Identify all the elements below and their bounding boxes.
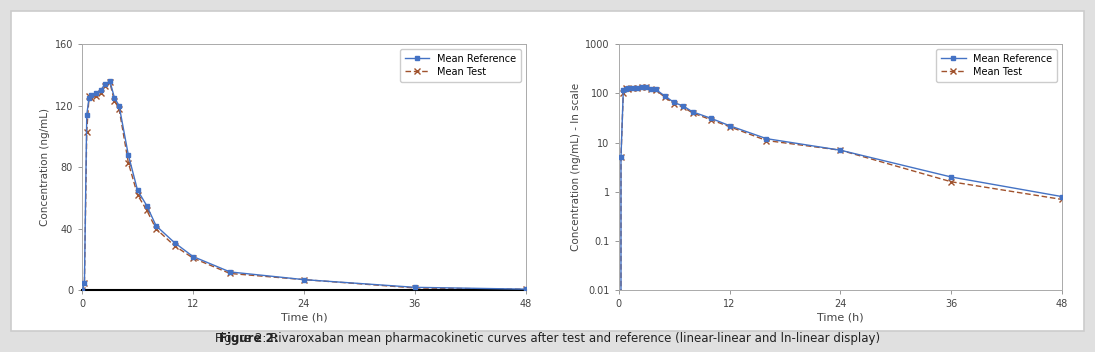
Mean Reference bbox=[723, 124, 736, 128]
Mean Test bbox=[635, 85, 648, 89]
Mean Reference bbox=[76, 288, 89, 293]
Mean Test bbox=[103, 80, 116, 84]
Mean Test bbox=[149, 227, 162, 231]
Mean Reference bbox=[649, 87, 662, 92]
Mean Reference bbox=[945, 175, 958, 179]
Mean Reference bbox=[677, 104, 690, 108]
Mean Test bbox=[186, 256, 199, 260]
Mean Test bbox=[626, 86, 639, 90]
Mean Test bbox=[78, 281, 91, 285]
Mean Test bbox=[408, 286, 422, 290]
Mean Reference bbox=[78, 281, 91, 285]
Line: Mean Test: Mean Test bbox=[79, 80, 529, 293]
Mean Reference bbox=[82, 96, 95, 100]
Mean Reference bbox=[186, 254, 199, 259]
Mean Reference bbox=[84, 93, 97, 97]
Mean Test bbox=[639, 85, 653, 89]
Mean Reference bbox=[760, 137, 773, 141]
Mean Reference bbox=[614, 155, 627, 159]
Mean Reference bbox=[658, 94, 671, 98]
Mean Reference bbox=[685, 110, 699, 114]
Mean Reference bbox=[645, 86, 658, 90]
Mean Test bbox=[76, 288, 89, 293]
Mean Test bbox=[131, 193, 145, 197]
Mean Test bbox=[80, 130, 93, 134]
Mean Test bbox=[168, 244, 181, 248]
Line: Mean Test: Mean Test bbox=[615, 84, 1065, 352]
Mean Test bbox=[658, 95, 671, 99]
Mean Test bbox=[677, 105, 690, 109]
Legend: Mean Reference, Mean Test: Mean Reference, Mean Test bbox=[936, 49, 1058, 82]
Mean Reference bbox=[1056, 195, 1069, 199]
Mean Reference bbox=[833, 148, 846, 152]
X-axis label: Time (h): Time (h) bbox=[280, 312, 327, 322]
Mean Test bbox=[99, 83, 112, 88]
Mean Test bbox=[82, 94, 95, 99]
Mean Reference bbox=[113, 103, 126, 108]
Text: Figure 2:: Figure 2: bbox=[219, 332, 278, 345]
Mean Test bbox=[833, 148, 846, 152]
Mean Test bbox=[223, 271, 237, 276]
Mean Test bbox=[614, 155, 627, 159]
Mean Reference bbox=[149, 224, 162, 228]
Mean Reference bbox=[103, 79, 116, 83]
Mean Reference bbox=[639, 84, 653, 89]
Mean Test bbox=[113, 107, 126, 111]
Mean Test bbox=[645, 87, 658, 91]
Mean Reference bbox=[619, 86, 632, 90]
Mean Test bbox=[297, 277, 311, 282]
Mean Test bbox=[945, 180, 958, 184]
Mean Reference bbox=[168, 240, 181, 245]
Y-axis label: Concentration (ng/mL) - ln scale: Concentration (ng/mL) - ln scale bbox=[570, 83, 581, 251]
Mean Reference bbox=[223, 270, 237, 274]
Mean Reference bbox=[668, 100, 681, 105]
Mean Test bbox=[616, 90, 630, 95]
Mean Reference bbox=[80, 113, 93, 117]
Mean Test bbox=[94, 91, 107, 95]
Mean Test bbox=[685, 111, 699, 115]
Mean Reference bbox=[94, 88, 107, 92]
Mean Test bbox=[760, 138, 773, 143]
Legend: Mean Reference, Mean Test: Mean Reference, Mean Test bbox=[400, 49, 521, 82]
Mean Reference bbox=[631, 86, 644, 90]
Mean Test bbox=[619, 86, 632, 90]
Mean Test bbox=[519, 287, 532, 291]
Text: Figure 2: Rivaroxaban mean pharmacokinetic curves after test and reference (line: Figure 2: Rivaroxaban mean pharmacokinet… bbox=[215, 332, 880, 345]
Mean Test bbox=[621, 86, 634, 90]
Mean Reference bbox=[626, 86, 639, 90]
Mean Test bbox=[649, 88, 662, 92]
Mean Test bbox=[140, 208, 153, 212]
Mean Test bbox=[122, 161, 135, 165]
Mean Reference bbox=[108, 96, 122, 100]
Line: Mean Reference: Mean Reference bbox=[616, 84, 1064, 352]
Mean Reference bbox=[90, 91, 103, 95]
Mean Reference bbox=[408, 285, 422, 289]
Mean Test bbox=[704, 118, 717, 122]
Mean Test bbox=[668, 101, 681, 106]
Mean Reference bbox=[616, 88, 630, 93]
Text: Figure 2: Rivaroxaban mean pharmacokinetic curves after test and reference (line: Figure 2: Rivaroxaban mean pharmacokinet… bbox=[215, 332, 880, 345]
X-axis label: Time (h): Time (h) bbox=[817, 312, 864, 322]
Mean Test bbox=[723, 125, 736, 129]
Mean Test bbox=[631, 86, 644, 90]
Mean Reference bbox=[621, 86, 634, 90]
Mean Test bbox=[90, 94, 103, 99]
Mean Reference bbox=[519, 287, 532, 291]
Line: Mean Reference: Mean Reference bbox=[80, 78, 528, 293]
Mean Test bbox=[84, 96, 97, 100]
Mean Reference bbox=[704, 116, 717, 120]
Y-axis label: Concentration (ng/mL): Concentration (ng/mL) bbox=[41, 108, 50, 226]
Mean Reference bbox=[635, 85, 648, 89]
Mean Reference bbox=[99, 82, 112, 86]
Mean Reference bbox=[122, 153, 135, 157]
Mean Reference bbox=[297, 277, 311, 282]
Mean Reference bbox=[140, 203, 153, 208]
Mean Test bbox=[108, 99, 122, 103]
Mean Test bbox=[1056, 197, 1069, 202]
Mean Reference bbox=[131, 188, 145, 193]
